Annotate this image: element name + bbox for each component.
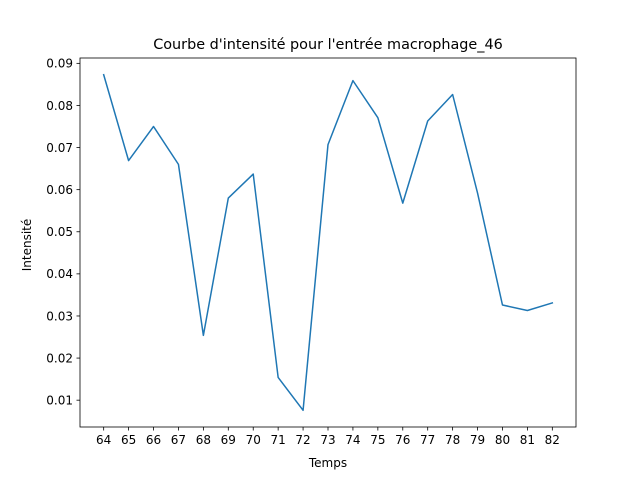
data-point bbox=[402, 202, 404, 204]
data-point bbox=[302, 409, 304, 411]
x-tick-label: 64 bbox=[96, 433, 111, 447]
data-point bbox=[103, 74, 105, 76]
x-tick-label: 72 bbox=[295, 433, 310, 447]
data-point bbox=[551, 302, 553, 304]
data-point bbox=[501, 304, 503, 306]
data-point bbox=[452, 94, 454, 96]
y-tick-label: 0.09 bbox=[46, 57, 73, 71]
x-tick-label: 71 bbox=[271, 433, 286, 447]
x-tick-label: 79 bbox=[470, 433, 485, 447]
x-tick-label: 77 bbox=[420, 433, 435, 447]
series-line bbox=[102, 73, 554, 412]
x-tick-label: 74 bbox=[345, 433, 360, 447]
x-tick-label: 82 bbox=[545, 433, 560, 447]
chart-title: Courbe d'intensité pour l'entrée macroph… bbox=[153, 37, 503, 53]
plot-area: 64 65 66 67 68 69 70 71 72 73 74 75 76 77 78 79 80 81 82 0.… bbox=[46, 57, 577, 447]
x-tick-label: 73 bbox=[320, 433, 335, 447]
y-tick-label: 0.06 bbox=[46, 183, 73, 197]
x-tick-label: 78 bbox=[445, 433, 460, 447]
y-tick-label: 0.07 bbox=[46, 141, 73, 155]
x-tick-label: 67 bbox=[171, 433, 186, 447]
x-tick-label: 81 bbox=[520, 433, 535, 447]
x-tick-label: 80 bbox=[495, 433, 510, 447]
data-point bbox=[327, 144, 329, 146]
data-point bbox=[377, 117, 379, 119]
x-axis-label: Temps bbox=[308, 456, 347, 470]
x-tick-label: 76 bbox=[395, 433, 410, 447]
data-point bbox=[277, 376, 279, 378]
x-tick-label: 70 bbox=[246, 433, 261, 447]
data-point bbox=[252, 173, 254, 175]
data-point bbox=[177, 163, 179, 165]
y-tick-label: 0.05 bbox=[46, 225, 73, 239]
data-point bbox=[227, 197, 229, 199]
y-tick-label: 0.03 bbox=[46, 309, 73, 323]
y-axis-label: Intensité bbox=[20, 219, 34, 272]
y-tick-label: 0.04 bbox=[46, 267, 73, 281]
x-tick-label: 65 bbox=[121, 433, 136, 447]
data-point bbox=[153, 126, 155, 128]
data-point bbox=[352, 80, 354, 82]
y-tick-label: 0.08 bbox=[46, 99, 73, 113]
data-point bbox=[128, 160, 130, 162]
x-tick-label: 68 bbox=[196, 433, 211, 447]
data-point bbox=[202, 334, 204, 336]
x-tick-label: 66 bbox=[146, 433, 161, 447]
x-tick-label: 75 bbox=[370, 433, 385, 447]
data-point bbox=[427, 120, 429, 122]
data-point bbox=[526, 309, 528, 311]
y-tick-label: 0.02 bbox=[46, 351, 73, 365]
data-point bbox=[477, 192, 479, 194]
y-tick-label: 0.01 bbox=[46, 393, 73, 407]
x-tick-label: 69 bbox=[221, 433, 236, 447]
